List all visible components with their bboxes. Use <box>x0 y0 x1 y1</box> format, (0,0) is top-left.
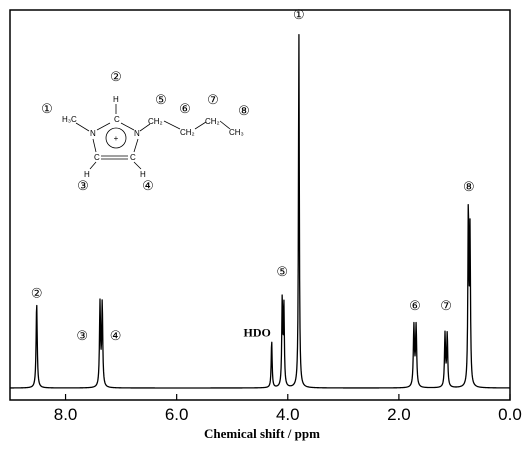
x-tick-label: 4.0 <box>276 405 300 424</box>
structure-label-5: ⑤ <box>155 92 167 107</box>
structure-label-1: ① <box>41 101 53 116</box>
peak-label: ⑤ <box>276 264 288 279</box>
structure-label-6: ⑥ <box>179 101 191 116</box>
structure-label-4: ④ <box>142 178 154 193</box>
carbon-5: C <box>130 153 136 162</box>
carbon-2: C <box>114 115 120 124</box>
spectrum-trace <box>9 34 511 389</box>
peak-label: ③ <box>76 328 88 343</box>
ch2-group-a: CH₂ <box>148 117 163 126</box>
structure-bonds <box>75 104 231 170</box>
methyl-group: H₃C <box>62 115 77 124</box>
h-atom-2: H <box>113 95 119 104</box>
peak-label: HDO <box>244 325 271 339</box>
peak-label: ④ <box>110 328 122 343</box>
h-atom-5: H <box>140 170 146 179</box>
structure-label-2: ② <box>110 69 122 84</box>
peak-label: ⑦ <box>440 298 452 313</box>
peak-label: ⑧ <box>463 179 475 194</box>
structure-label-3: ③ <box>77 178 89 193</box>
structure-label-8: ⑧ <box>238 103 250 118</box>
ch2-group-b: CH₂ <box>180 128 195 137</box>
nitrogen-3: N <box>134 129 140 138</box>
plot-frame <box>9 9 511 401</box>
x-tick-label: 6.0 <box>165 405 189 424</box>
peak-label: ⑥ <box>409 298 421 313</box>
aromatic-ring-circle <box>105 127 127 149</box>
ring-charge: + <box>114 134 119 143</box>
peak-label: ① <box>293 7 305 22</box>
x-axis-tick-labels: 8.0 6.0 4.0 2.0 0.0 <box>54 405 522 424</box>
nitrogen-1: N <box>90 129 96 138</box>
x-tick-label: 2.0 <box>387 405 411 424</box>
carbon-4: C <box>94 153 100 162</box>
x-tick-label: 8.0 <box>54 405 78 424</box>
ch3-group: CH₃ <box>229 128 244 137</box>
h-atom-4: H <box>84 170 90 179</box>
structure-inset: ① ② ③ ④ ⑤ ⑥ ⑦ ⑧ H₃C H C N N C C H H CH₂ … <box>41 69 250 193</box>
x-axis-title: Chemical shift / ppm <box>204 426 320 441</box>
peak-label: ② <box>31 286 43 301</box>
x-tick-label: 0.0 <box>498 405 522 424</box>
ch2-group-c: CH₂ <box>205 117 220 126</box>
x-axis-ticks <box>64 394 511 400</box>
structure-label-7: ⑦ <box>207 92 219 107</box>
